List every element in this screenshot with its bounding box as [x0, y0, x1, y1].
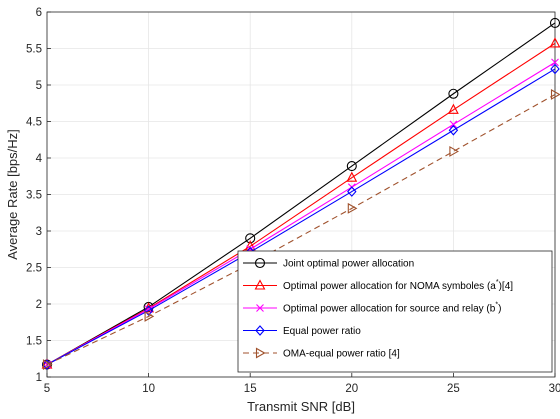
y-tick-label: 4 [36, 153, 43, 165]
legend-label: Joint optimal power allocation [283, 259, 414, 270]
x-tick-label: 25 [447, 383, 460, 395]
data-point-marker [346, 171, 358, 182]
legend-label: Optimal power allocation for NOMA symbol… [283, 279, 513, 292]
data-point-marker [448, 88, 459, 99]
data-point-marker [347, 202, 358, 214]
y-tick-label: 3.5 [26, 190, 42, 202]
series-line [46, 61, 556, 366]
data-point-marker [143, 305, 154, 316]
data-point-marker [550, 89, 560, 100]
legend-marker [255, 325, 265, 336]
legend-marker [254, 279, 266, 290]
legend-marker [254, 257, 266, 269]
data-point-marker [42, 359, 53, 371]
legend: Joint optimal power allocation Optimal po… [237, 250, 553, 373]
x-axis-ticks: 5 10 15 20 25 30 [44, 373, 560, 395]
data-point-marker [551, 58, 559, 67]
x-tick-label: 5 [44, 383, 50, 395]
data-point-marker [347, 186, 357, 197]
data-point-marker [447, 103, 459, 114]
data-point-marker [550, 63, 560, 75]
legend-label: Optimal power allocation for source and … [283, 302, 501, 315]
legend-entry: Optimal power allocation for NOMA symbol… [243, 279, 513, 292]
y-tick-label: 1 [36, 372, 42, 384]
data-point-marker [448, 124, 459, 136]
y-tick-label: 4.5 [26, 117, 42, 129]
y-tick-label: 1.5 [26, 336, 42, 348]
data-point-marker [549, 37, 560, 48]
data-point-marker [346, 160, 357, 172]
x-tick-label: 20 [345, 383, 358, 395]
legend-entry: Optimal power allocation for source and … [243, 302, 501, 315]
legend-box [237, 250, 553, 373]
series-line [46, 94, 556, 366]
y-tick-label: 5.5 [26, 44, 42, 56]
x-tick-label: 15 [244, 383, 257, 395]
series-layer [41, 17, 560, 371]
y-tick-label: 2 [36, 299, 42, 311]
legend-marker [256, 304, 264, 312]
legend-entry: Equal power ratio [243, 325, 361, 337]
data-point-marker [245, 233, 256, 244]
data-point-marker [449, 120, 458, 129]
y-axis-ticks: 1 1.5 2 2.5 3 3.5 4 4.5 5 5.5 6 [26, 7, 51, 384]
y-tick-label: 5 [36, 80, 42, 92]
legend-entry: OMA-equal power ratio [4] [243, 347, 400, 360]
y-tick-label: 3 [36, 226, 42, 238]
legend-entry: Joint optimal power allocation [243, 257, 414, 270]
x-tick-label: 10 [142, 383, 155, 395]
series-line [46, 68, 556, 366]
legend-label-tail: ) [498, 304, 501, 315]
x-tick-label: 30 [549, 383, 560, 395]
legend-label-main: Equal power ratio [283, 326, 361, 337]
legend-label-tail: )[4] [499, 281, 514, 292]
y-tick-label: 6 [36, 7, 42, 19]
data-point-marker [449, 145, 460, 157]
legend-label: Equal power ratio [283, 326, 361, 337]
legend-label-main: Joint optimal power allocation [283, 259, 414, 270]
legend-label-superscript: * [496, 279, 499, 286]
legend-label: OMA-equal power ratio [4] [283, 349, 400, 360]
y-tick-label: 2.5 [26, 263, 42, 275]
data-point-marker [144, 310, 155, 322]
legend-label-main: Optimal power allocation for NOMA symbol… [283, 281, 496, 292]
legend-label-superscript: * [495, 302, 498, 309]
y-axis-label: Average Rate [bps/Hz] [5, 129, 20, 260]
series-line [46, 22, 556, 366]
legend-marker [255, 347, 266, 359]
x-axis-label: Transmit SNR [dB] [247, 399, 355, 414]
legend-label-main: Optimal power allocation for source and … [283, 304, 496, 315]
legend-label-main: OMA-equal power ratio [4] [283, 349, 400, 360]
